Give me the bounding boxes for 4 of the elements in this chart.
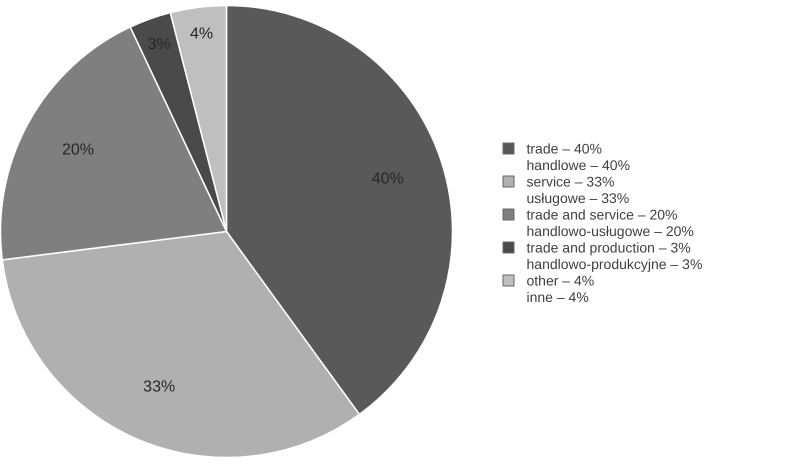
data-label: 33% xyxy=(143,378,176,396)
data-label: 4% xyxy=(190,26,214,43)
legend-label: other – 4% inne – 4% xyxy=(526,272,594,305)
data-label: 20% xyxy=(62,141,94,158)
